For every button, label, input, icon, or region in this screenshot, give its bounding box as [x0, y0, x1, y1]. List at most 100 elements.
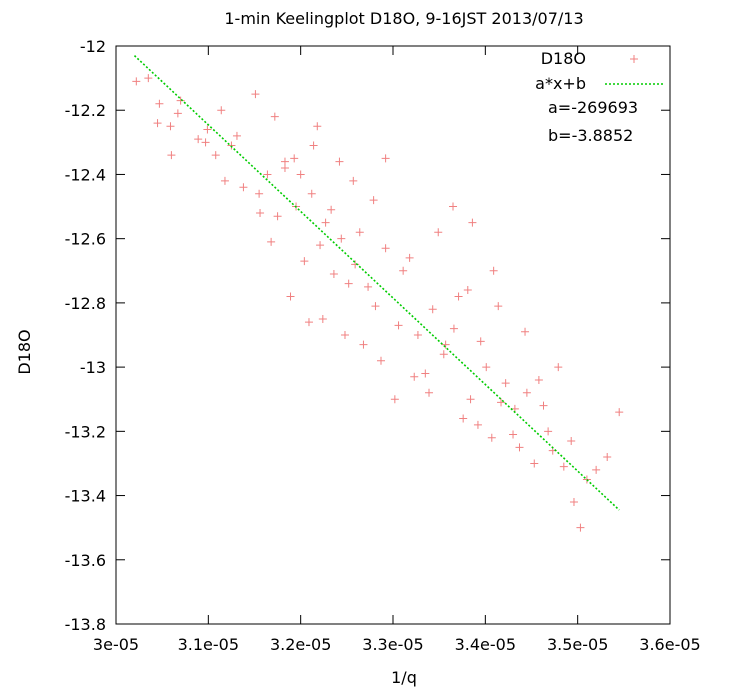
y-tick-label: -13: [80, 358, 106, 377]
data-point: [220, 176, 229, 185]
data-point: [534, 375, 543, 384]
data-point: [211, 151, 220, 160]
data-point: [603, 453, 612, 462]
y-tick-label: -13.4: [65, 487, 106, 506]
y-tick-label: -12.2: [65, 101, 106, 120]
data-point: [144, 74, 153, 83]
data-point: [544, 427, 553, 436]
data-point: [489, 266, 498, 275]
data-point: [405, 253, 414, 262]
data-point: [167, 151, 176, 160]
y-tick-label: -13.6: [65, 551, 106, 570]
data-point: [530, 459, 539, 468]
data-point: [567, 436, 576, 445]
data-point: [539, 401, 548, 410]
data-point: [515, 443, 524, 452]
data-point: [270, 112, 279, 121]
data-point: [203, 125, 212, 134]
data-point: [592, 465, 601, 474]
annotation-b: b=-3.8852: [548, 126, 633, 145]
y-tick-label: -12: [80, 37, 106, 56]
data-point: [487, 433, 496, 442]
data-point: [280, 157, 289, 166]
y-tick-label: -12.6: [65, 230, 106, 249]
data-point: [318, 314, 327, 323]
x-tick-label: 3.4e-05: [455, 635, 516, 654]
data-point: [176, 96, 185, 105]
data-point: [364, 282, 373, 291]
data-point: [316, 241, 325, 250]
data-point: [309, 141, 318, 150]
data-point: [421, 369, 430, 378]
data-point: [369, 196, 378, 205]
data-point: [296, 170, 305, 179]
y-axis-label: D18O: [15, 329, 34, 374]
data-point: [381, 154, 390, 163]
data-point: [307, 189, 316, 198]
chart-title: 1-min Keelingplot D18O, 9-16JST 2013/07/…: [224, 9, 583, 28]
data-point: [155, 99, 164, 108]
data-point: [390, 395, 399, 404]
data-point: [251, 90, 260, 99]
data-point: [359, 340, 368, 349]
y-tick-label: -12.4: [65, 165, 106, 184]
data-point: [473, 420, 482, 429]
x-tick-label: 3.2e-05: [270, 635, 331, 654]
data-point: [355, 228, 364, 237]
data-point: [371, 302, 380, 311]
data-point: [449, 202, 458, 211]
x-axis-label: 1/q: [391, 668, 417, 687]
data-point: [217, 106, 226, 115]
data-point: [615, 408, 624, 417]
data-point: [313, 122, 322, 131]
data-point: [376, 356, 385, 365]
data-point: [509, 430, 518, 439]
legend-label-fit: a*x+b: [535, 74, 586, 93]
data-point: [239, 183, 248, 192]
d18o-points: [132, 74, 624, 532]
data-point: [337, 234, 346, 243]
data-point: [434, 228, 443, 237]
data-point: [340, 331, 349, 339]
data-point: [463, 286, 472, 295]
data-point: [327, 205, 336, 214]
y-tick-label: -13.2: [65, 422, 106, 441]
data-point: [132, 77, 141, 86]
data-point: [494, 302, 503, 311]
data-point: [201, 138, 210, 147]
data-point: [290, 154, 299, 163]
data-point: [521, 327, 530, 336]
data-point: [410, 372, 419, 381]
data-point: [267, 237, 276, 246]
x-tick-label: 3.6e-05: [639, 635, 700, 654]
y-tick-label: -13.8: [65, 615, 106, 634]
data-point: [329, 269, 338, 278]
data-point: [482, 363, 491, 372]
data-point: [381, 244, 390, 253]
x-tick-label: 3e-05: [93, 635, 139, 654]
data-point: [559, 462, 568, 471]
annotation-a: a=-269693: [548, 98, 638, 117]
y-tick-label: -12.8: [65, 294, 106, 313]
x-tick-label: 3.5e-05: [547, 635, 608, 654]
data-point: [497, 398, 506, 407]
legend: D18O a*x+b a=-269693 b=-3.8852: [535, 49, 664, 145]
x-axis: 3e-05 3.1e-05 3.2e-05 3.3e-05 3.4e-05 3.5e-05…: [93, 46, 701, 654]
data-point: [466, 395, 475, 404]
data-point: [153, 119, 162, 128]
data-point: [449, 324, 458, 333]
data-point: [441, 340, 450, 349]
data-point: [554, 363, 563, 372]
data-point: [413, 331, 422, 339]
data-point: [439, 350, 448, 359]
data-point: [321, 218, 330, 227]
data-point: [349, 176, 358, 185]
data-point: [335, 157, 344, 166]
data-point: [428, 305, 437, 314]
data-point: [286, 292, 295, 301]
data-point: [501, 379, 510, 388]
data-point: [569, 497, 578, 506]
fit-line-segment: [133, 55, 620, 511]
